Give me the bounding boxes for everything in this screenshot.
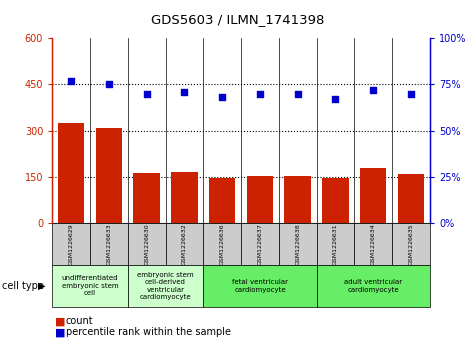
Point [180,89,188,95]
Text: count: count [66,316,93,326]
Text: adult ventricular
cardiomyocyte: adult ventricular cardiomyocyte [344,279,402,293]
Bar [285,176,311,223]
Text: undifferentiated
embryonic stem
cell: undifferentiated embryonic stem cell [62,276,118,296]
Text: GSM1226636: GSM1226636 [219,223,225,265]
Bar [354,223,392,265]
Point [370,87,377,93]
Text: percentile rank within the sample: percentile rank within the sample [66,327,230,337]
Point [105,82,113,87]
Bar [247,176,273,223]
Bar [133,173,160,223]
Text: GSM1226629: GSM1226629 [68,223,74,265]
Bar [128,223,166,265]
Bar [58,123,85,223]
Bar [241,223,279,265]
Point [294,91,302,97]
Bar [90,223,128,265]
Bar [316,265,430,307]
Text: GSM1226635: GSM1226635 [408,223,414,265]
Point [67,78,75,83]
Text: GSM1226638: GSM1226638 [295,223,300,265]
Text: ■: ■ [55,316,65,326]
Bar [95,128,122,223]
Bar [209,178,236,223]
Text: GDS5603 / ILMN_1741398: GDS5603 / ILMN_1741398 [151,13,324,26]
Bar [52,223,90,265]
Bar [279,223,317,265]
Text: GSM1226637: GSM1226637 [257,223,263,265]
Bar [316,223,354,265]
Text: GSM1226634: GSM1226634 [370,223,376,265]
Bar [203,265,317,307]
Text: ■: ■ [55,327,65,337]
Text: embryonic stem
cell-derived
ventricular
cardiomyocyte: embryonic stem cell-derived ventricular … [137,272,194,300]
Point [143,91,151,97]
Bar [128,265,203,307]
Bar [322,178,349,223]
Bar [360,168,387,223]
Bar [171,172,198,223]
Text: fetal ventricular
cardiomyocyte: fetal ventricular cardiomyocyte [232,279,288,293]
Bar [203,223,241,265]
Bar [392,223,430,265]
Text: GSM1226632: GSM1226632 [182,223,187,265]
Point [218,94,226,100]
Point [256,91,264,97]
Text: GSM1226633: GSM1226633 [106,223,112,265]
Point [407,91,415,97]
Bar [165,223,203,265]
Point [332,96,339,102]
Text: ▶: ▶ [38,281,46,291]
Text: GSM1226630: GSM1226630 [144,223,149,265]
Bar [398,175,424,223]
Text: GSM1226631: GSM1226631 [333,223,338,265]
Text: cell type: cell type [2,281,44,291]
Bar [52,265,128,307]
